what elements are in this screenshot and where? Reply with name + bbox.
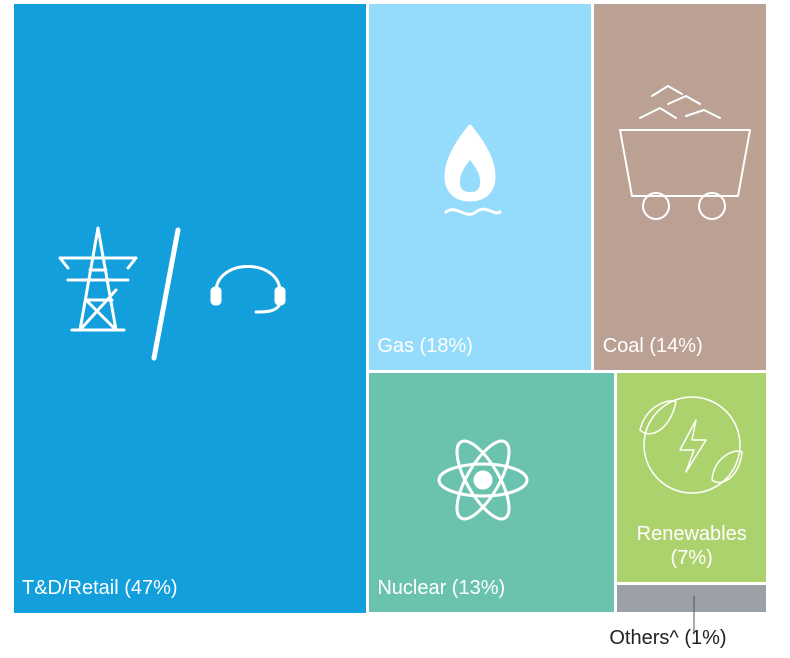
cell-label: Others^ (1%) <box>609 627 727 649</box>
cell-label: Nuclear (13%) <box>377 577 506 599</box>
cell-label: Renewables (7%) <box>636 522 747 569</box>
treemap-cell <box>594 3 767 370</box>
treemap-cell <box>616 585 767 613</box>
cell-label: T&D/Retail (47%) <box>22 577 178 599</box>
cell-label: Gas (18%) <box>377 334 473 357</box>
cell-label: Coal (14%) <box>602 334 703 357</box>
treemap-cell <box>368 3 592 370</box>
treemap-cell <box>13 3 366 613</box>
